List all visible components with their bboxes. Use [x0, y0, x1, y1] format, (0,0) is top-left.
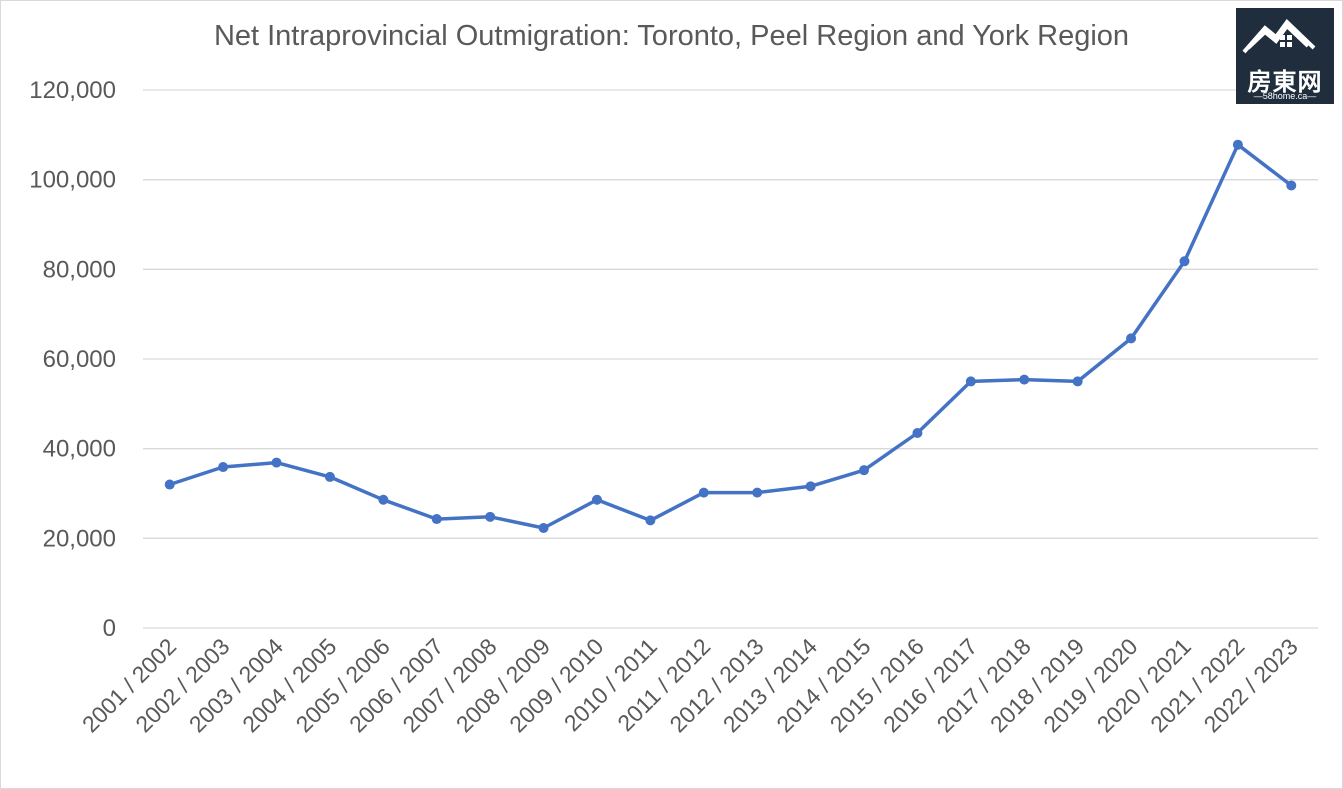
data-point	[1072, 376, 1083, 387]
data-point	[378, 494, 389, 505]
y-tick-label: 0	[103, 615, 116, 642]
data-point	[1126, 333, 1137, 344]
logo-text: 房東网	[1247, 67, 1323, 96]
data-point	[538, 523, 549, 534]
data-point	[859, 465, 870, 476]
data-point	[271, 457, 282, 468]
gridlines	[143, 89, 1318, 629]
y-tick-label: 60,000	[43, 346, 116, 373]
data-point	[752, 487, 763, 498]
data-point	[698, 487, 709, 498]
data-point	[805, 481, 816, 492]
data-point	[324, 471, 335, 482]
series-line	[169, 142, 1293, 530]
data-point	[218, 462, 229, 473]
data-point	[1179, 256, 1190, 267]
data-point	[1232, 139, 1243, 150]
house-roof-icon	[1242, 18, 1316, 54]
chart-title: Net Intraprovincial Outmigration: Toront…	[213, 20, 1130, 52]
y-tick-label: 40,000	[43, 436, 116, 463]
data-point	[912, 427, 923, 438]
data-points	[164, 139, 1297, 534]
y-axis-ticks: 0 20,000 40,000 60,000 80,000 100,000 120,000	[29, 77, 116, 642]
y-tick-label: 120,000	[29, 77, 116, 104]
data-point	[591, 494, 602, 505]
logo-url: —58home.ca—	[1253, 91, 1317, 101]
data-point	[1286, 180, 1297, 191]
data-point	[164, 479, 175, 490]
data-point	[1019, 374, 1030, 385]
data-point	[431, 514, 442, 525]
data-point	[965, 376, 976, 387]
y-tick-label: 80,000	[43, 256, 116, 283]
data-point	[485, 511, 496, 522]
y-tick-label: 20,000	[43, 525, 116, 552]
site-logo: 房東网 —58home.ca—	[1236, 8, 1334, 104]
y-tick-label: 100,000	[29, 167, 116, 194]
data-point	[645, 515, 656, 526]
